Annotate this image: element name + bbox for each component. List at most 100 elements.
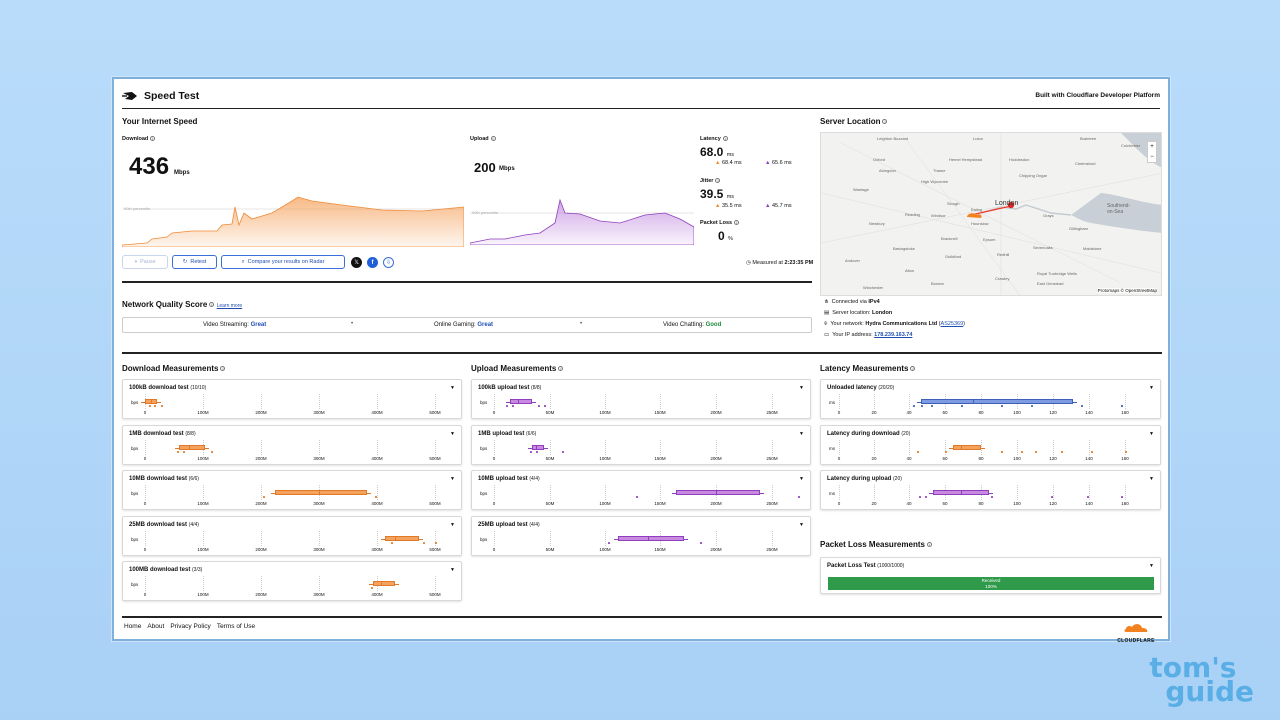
chevron-down-icon[interactable]: ▼ <box>1149 385 1154 391</box>
chevron-down-icon[interactable]: ▼ <box>799 476 804 482</box>
download-test-card[interactable]: 10MB download test (6/6) ▼ bps 0 100M 200M 300… <box>122 470 462 510</box>
map-roads <box>821 133 1161 295</box>
packet-loss-card[interactable]: Packet Loss Test (1000/1000) ▼ Received … <box>820 557 1161 594</box>
zoom-out-button[interactable]: − <box>1150 154 1154 160</box>
grid-line <box>909 440 910 455</box>
info-icon[interactable]: i <box>910 366 916 372</box>
chevron-down-icon[interactable]: ▼ <box>799 522 804 528</box>
river <box>980 204 1072 216</box>
app-logo[interactable]: Speed Test <box>122 90 199 102</box>
network-quality-title: Network Quality Score i Learn more <box>122 300 243 309</box>
box-plot[interactable] <box>385 536 419 541</box>
tick-label: 60 <box>942 456 948 461</box>
info-icon[interactable]: i <box>150 136 156 142</box>
info-icon[interactable]: i <box>882 119 888 125</box>
footer-privacy-link[interactable]: Privacy Policy <box>170 623 211 630</box>
server-location-row: ▤ Server location: London <box>824 310 893 316</box>
axis-unit: bps <box>131 446 139 451</box>
chevron-down-icon[interactable]: ▼ <box>450 476 455 482</box>
chevron-down-icon[interactable]: ▼ <box>799 385 804 391</box>
server-map[interactable]: + − Leighton Buzzard Luton Braintree Colc… <box>820 132 1162 296</box>
divider <box>122 352 1162 354</box>
latency-test-card[interactable]: Latency during upload (20) ▼ ms 0 20 40 60 80 10… <box>820 470 1161 510</box>
info-icon[interactable]: i <box>558 366 564 372</box>
info-icon[interactable]: i <box>209 302 215 308</box>
info-icon[interactable]: i <box>220 366 226 372</box>
axis-ticks: 0 50M 100M 150M 200M 250M <box>472 456 810 464</box>
grid-line <box>1053 440 1054 455</box>
facebook-share-icon[interactable]: f <box>367 257 378 268</box>
tick-label: 250M <box>766 501 778 506</box>
download-test-card[interactable]: 100MB download test (3/3) ▼ bps 0 100M 200M 30… <box>122 561 462 601</box>
box-plot[interactable] <box>373 581 395 586</box>
latency-measurements-title: Latency Measurements i <box>820 364 916 373</box>
sample-point <box>1035 451 1037 453</box>
upload-test-card[interactable]: 10MB upload test (4/4) ▼ bps 0 50M 100M 150M 20… <box>471 470 811 510</box>
place-label: Ealing <box>971 207 983 212</box>
grid-line <box>874 440 875 455</box>
server-icon: ▤ <box>824 310 830 316</box>
test-title: 25MB download test (4/4) <box>129 522 199 528</box>
asn-link[interactable]: AS25369 <box>940 321 964 327</box>
cloudflare-logo[interactable]: CLOUDFLARE <box>1112 620 1160 644</box>
box-plot[interactable] <box>532 445 544 450</box>
download-test-card[interactable]: 1MB download test (8/8) ▼ bps 0 100M 200M 300M… <box>122 425 462 465</box>
latency-test-card[interactable]: Unloaded latency (20/20) ▼ ms 0 20 40 60 80 100 1… <box>820 379 1161 419</box>
place-label: Gillingham <box>1069 226 1088 231</box>
box-plot[interactable] <box>953 445 981 450</box>
upload-area <box>470 198 694 245</box>
chevron-down-icon[interactable]: ▼ <box>450 567 455 573</box>
zoom-in-button[interactable]: + <box>1150 144 1154 150</box>
learn-more-link[interactable]: Learn more <box>216 303 243 309</box>
box-plot[interactable] <box>179 445 205 450</box>
grid-line <box>377 440 378 455</box>
test-title: 25MB upload test (4/4) <box>478 522 540 528</box>
tick-label: 500M <box>429 547 441 552</box>
tick-label: 80 <box>978 410 984 415</box>
download-test-card[interactable]: 25MB download test (4/4) ▼ bps 0 100M 200M 300… <box>122 516 462 556</box>
box-plot[interactable] <box>618 536 684 541</box>
download-measurements-title: Download Measurements i <box>122 364 226 373</box>
ip-link[interactable]: 178.239.163.74 <box>874 332 913 338</box>
pause-button[interactable]: ⏸ Pause <box>122 255 168 269</box>
latency-test-card[interactable]: Latency during download (20) ▼ ms 0 20 40 60 80… <box>820 425 1161 465</box>
chevron-down-icon[interactable]: ▼ <box>799 431 804 437</box>
chevron-down-icon[interactable]: ▼ <box>1149 476 1154 482</box>
footer-home-link[interactable]: Home <box>124 623 142 630</box>
chevron-down-icon[interactable]: ▼ <box>450 431 455 437</box>
box-plot[interactable] <box>676 490 760 495</box>
box-plot[interactable] <box>510 399 532 404</box>
box-plot[interactable] <box>275 490 367 495</box>
info-icon[interactable]: i <box>490 136 496 142</box>
chevron-down-icon[interactable]: ▼ <box>450 385 455 391</box>
box-plot[interactable] <box>921 399 1073 404</box>
tick-label: 20 <box>871 501 877 506</box>
chevron-down-icon[interactable]: ▼ <box>1149 563 1154 569</box>
grid-line <box>839 440 840 455</box>
chevron-down-icon[interactable]: ▼ <box>450 522 455 528</box>
download-results-icon[interactable]: ⇩ <box>383 257 394 268</box>
sample-point <box>536 451 538 453</box>
upload-test-card[interactable]: 25MB upload test (4/4) ▼ bps 0 50M 100M 150M 20… <box>471 516 811 556</box>
map-attribution[interactable]: Protomaps © OpenStreetMap <box>1097 288 1157 293</box>
cloudflare-cloud-icon <box>1124 624 1148 632</box>
upload-test-card[interactable]: 100kB upload test (8/8) ▼ bps 0 50M 100M 150M 2… <box>471 379 811 419</box>
tick-label: 100M <box>197 547 209 552</box>
zoom-controls[interactable]: + − <box>1147 141 1157 163</box>
download-test-card[interactable]: 100kB download test (10/10) ▼ bps 0 100M 200M… <box>122 379 462 419</box>
info-icon[interactable]: i <box>722 136 728 142</box>
compare-radar-button[interactable]: ⌕ Compare your results on Radar <box>221 255 345 269</box>
jitter-download: ▲ 35.5 ms <box>715 203 742 209</box>
upload-test-card[interactable]: 1MB upload test (6/6) ▼ bps 0 50M 100M 150M 200… <box>471 425 811 465</box>
retest-button[interactable]: ↻ Retest <box>172 255 217 269</box>
footer-terms-link[interactable]: Terms of Use <box>216 623 256 630</box>
info-icon[interactable]: i <box>734 220 740 226</box>
footer-about-link[interactable]: About <box>147 623 165 630</box>
test-title: Latency during upload (20) <box>827 476 902 482</box>
info-icon[interactable]: i <box>715 178 721 184</box>
your-network-row: ⌾ Your network: Hydra Communications Ltd… <box>824 321 966 327</box>
sample-point <box>183 451 185 453</box>
chevron-down-icon[interactable]: ▼ <box>1149 431 1154 437</box>
x-share-icon[interactable]: 𝕏 <box>351 257 362 268</box>
info-icon[interactable]: i <box>926 542 932 548</box>
